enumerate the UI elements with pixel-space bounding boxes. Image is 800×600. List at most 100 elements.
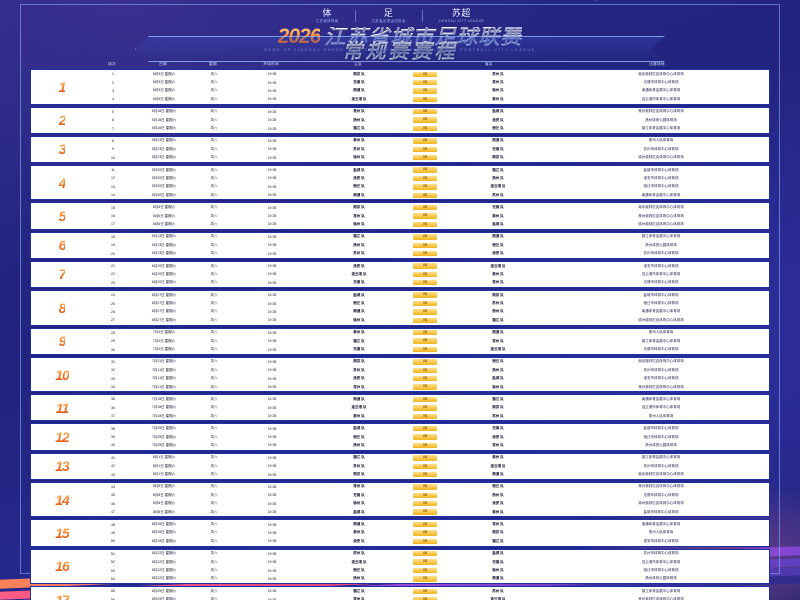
table-row[interactable]: 42 8月1日 星期六 周六 19:35 苏州 队 VS 连云港 队 苏州市体育中心体育场 (93, 462, 769, 470)
table-row[interactable]: 8 5月23日 星期六 周六 19:35 泰州 队 VS 南通 队 泰州人民体育场 (93, 137, 769, 145)
away-team: 泰州 队 (492, 271, 504, 276)
table-row[interactable]: 10 5月23日 星期六 周六 19:35 徐州 队 VS 南京 队 徐州奥林匹克体育中心体育… (93, 154, 769, 162)
table-row[interactable]: 14 5月30日 星期六 周六 19:35 南通 队 VS 苏州 队 南通体育会展中心体育场 (93, 191, 769, 199)
table-row[interactable]: 37 7月18日 星期六 周六 19:35 泰州 队 VS 苏州 队 泰州人民体育场 (93, 412, 769, 420)
table-row[interactable]: 11 5月30日 星期六 周六 19:35 盐城 队 VS 镇江 队 盐城市体育中心体育场 (93, 166, 769, 174)
table-row[interactable]: 32 7月11日 星期六 周六 19:35 苏州 队 VS 扬州 队 苏州市体育中心体育场 (93, 366, 769, 374)
table-row[interactable]: 20 6月13日 星期六 周六 19:35 苏州 队 VS 淮安 队 苏州市体育中心体育场 (93, 249, 769, 257)
match-no: 25 (111, 301, 115, 306)
match-weekday: 周六 (210, 359, 218, 364)
table-row[interactable]: 6 5月16日 星期六 周六 19:35 扬州 队 VS 淮安 队 扬州体育公园体育场 (93, 116, 769, 124)
table-row[interactable]: 23 6月20日 星期六 周六 19:35 无锡 队 VS 常州 队 无锡市体育中心体育场 (93, 279, 769, 287)
match-venue: 盐城市体育中心体育场 (643, 292, 679, 297)
home-team: 盐城 队 (353, 509, 365, 514)
vs-label: VS (413, 250, 437, 257)
vs-badge: VS (411, 434, 439, 440)
table-row[interactable]: 17 6月6日 星期六 周六 19:35 徐州 队 VS 盐城 队 徐州奥林匹克体育中心体育场 (93, 220, 769, 228)
match-date: 6月20日 星期六 (151, 263, 177, 268)
table-row[interactable]: 2 5月9日 星期六 周六 19:35 无锡 队 VS 常州 队 无锡市体育中心体育场 (93, 78, 769, 86)
table-row[interactable]: 49 8月15日 星期六 周六 19:35 泰州 队 VS 南京 队 泰州人民体育场 (93, 529, 769, 537)
match-time: 19:35 (267, 264, 277, 268)
table-row[interactable]: 27 6月27日 星期六 周六 19:35 徐州 队 VS 镇江 队 徐州奥林匹克体育中心体育… (93, 316, 769, 324)
home-team: 淮安 队 (353, 376, 365, 381)
table-row[interactable]: 45 8月8日 星期六 周六 19:35 无锡 队 VS 扬州 队 无锡市体育中心体育场 (93, 491, 769, 499)
match-no: 29 (111, 339, 115, 344)
table-row[interactable]: 22 6月20日 星期六 周六 19:35 连云港 队 VS 泰州 队 连云港市体育中心体育场 (93, 270, 769, 278)
match-weekday: 周六 (210, 138, 218, 143)
table-row[interactable]: 5 5月16日 星期六 周六 19:35 常州 队 VS 盐城 队 常州奥林匹克体育中心体育场 (93, 108, 769, 116)
table-row[interactable]: 56 8月29日 星期六 周六 19:35 常州 队 VS 连云港 队 常州奥林匹克体育中心体… (93, 595, 769, 600)
match-time: 19:35 (267, 551, 277, 556)
table-row[interactable]: 43 8月1日 星期六 周六 19:35 南京 队 VS 南通 队 南京奥林匹克体育中心体育场 (93, 470, 769, 478)
home-team: 南京 队 (353, 205, 365, 210)
match-no: 14 (111, 193, 115, 198)
table-row[interactable]: 19 6月13日 星期六 周六 19:35 扬州 队 VS 宿迁 队 扬州体育公园体育场 (93, 241, 769, 249)
organizer-logos: 体 江苏省体育局 足 江苏省足球运动协会 苏超 JIANGSU CITY LEA… (0, 9, 800, 24)
organizer-logo: 苏超 JIANGSU CITY LEAGUE (439, 9, 485, 24)
table-row[interactable]: 35 7月18日 星期六 周六 19:35 南通 队 VS 镇江 队 南通体育会展中心体育场 (93, 395, 769, 403)
table-row[interactable]: 9 5月23日 星期六 周六 19:35 苏州 队 VS 无锡 队 苏州市体育中心体育场 (93, 145, 769, 153)
table-row[interactable]: 33 7月11日 星期六 周六 19:35 淮安 队 VS 盐城 队 淮安市体育中心体育场 (93, 375, 769, 383)
table-row[interactable]: 26 6月27日 星期六 周六 19:35 南通 队 VS 扬州 队 南通体育会展中心体育场 (93, 308, 769, 316)
table-row[interactable]: 41 8月1日 星期六 周六 19:35 镇江 队 VS 泰州 队 镇江体育会展中心体育场 (93, 454, 769, 462)
table-row[interactable]: 31 7月11日 星期六 周六 19:35 南京 队 VS 宿迁 队 南京奥林匹克体育中心体育… (93, 358, 769, 366)
match-time: 19:35 (267, 347, 277, 352)
table-row[interactable]: 54 8月22日 星期六 周六 19:35 扬州 队 VS 南通 队 扬州体育公园体育场 (93, 575, 769, 583)
match-no: 22 (111, 272, 115, 277)
table-row[interactable]: 40 7月25日 星期六 周六 19:35 扬州 队 VS 常州 队 扬州体育公园体育场 (93, 441, 769, 449)
round-number: 15 (55, 524, 70, 541)
table-row[interactable]: 44 8月8日 星期六 周六 19:35 常州 队 VS 宿迁 队 常州奥林匹克体育中心体育场 (93, 483, 769, 491)
match-no: 44 (111, 484, 115, 489)
table-row[interactable]: 36 7月18日 星期六 周六 19:35 连云港 队 VS 南京 队 连云港市体育中心体育场 (93, 404, 769, 412)
vs-label: VS (413, 492, 437, 499)
table-row[interactable]: 3 5月9日 星期六 周六 19:35 南通 队 VS 徐州 队 南通体育会展中心体育场 (93, 87, 769, 95)
round-number-cell: 3 (31, 137, 93, 162)
table-row[interactable]: 15 6月6日 星期六 周六 19:35 南京 队 VS 无锡 队 南京奥林匹克体育中心体育场 (93, 203, 769, 211)
table-row[interactable]: 30 7月4日 星期六 周六 19:35 无锡 队 VS 连云港 队 无锡市体育中心体育场 (93, 345, 769, 353)
round-number: 17 (55, 592, 70, 600)
match-venue: 扬州体育公园体育场 (645, 442, 677, 447)
table-row[interactable]: 48 8月15日 星期六 周六 19:35 南通 队 VS 常州 队 南通体育会展中心体育场 (93, 520, 769, 528)
table-row[interactable]: 28 7月4日 星期六 周六 19:35 泰州 队 VS 南通 队 泰州人民体育场 (93, 329, 769, 337)
table-row[interactable]: 18 6月13日 星期六 周六 19:35 镇江 队 VS 南通 队 镇江体育会展中心体育场 (93, 233, 769, 241)
table-row[interactable]: 38 7月25日 星期六 周六 19:35 盐城 队 VS 无锡 队 盐城市体育中心体育场 (93, 424, 769, 432)
table-row[interactable]: 1 5月9日 星期六 周六 19:35 南京 队 VS 苏州 队 南京奥林匹克体育中心体育场 (93, 70, 769, 78)
match-weekday: 周六 (210, 317, 218, 322)
table-row[interactable]: 46 8月8日 星期六 周六 19:35 徐州 队 VS 淮安 队 徐州奥林匹克体育中心体育场 (93, 500, 769, 508)
match-weekday: 周六 (210, 205, 218, 210)
table-row[interactable]: 55 8月29日 星期六 周六 19:35 镇江 队 VS 苏州 队 镇江体育会展中心体育场 (93, 587, 769, 595)
table-row[interactable]: 25 6月27日 星期六 周六 19:35 宿迁 队 VS 苏州 队 宿迁市体育中心体育场 (93, 299, 769, 307)
table-row[interactable]: 12 5月30日 星期六 周六 19:35 淮安 队 VS 扬州 队 淮安市体育中心体育场 (93, 174, 769, 182)
table-row[interactable]: 53 8月22日 星期六 周六 19:35 宿迁 队 VS 徐州 队 宿迁市体育中心体育场 (93, 566, 769, 574)
table-row[interactable]: 29 7月4日 星期六 周六 19:35 镇江 队 VS 常州 队 镇江体育会展中心体育场 (93, 337, 769, 345)
match-weekday: 周六 (210, 413, 218, 418)
away-team: 南京 队 (492, 405, 504, 410)
match-venue: 无锡市体育中心体育场 (643, 492, 679, 497)
table-row[interactable]: 4 5月9日 星期六 周六 19:35 连云港 队 VS 泰州 队 连云港市体育中心体育场 (93, 95, 769, 103)
match-date: 7月4日 星期六 (152, 347, 176, 352)
subtitle-banner: 常规赛赛程 (135, 36, 665, 63)
table-row[interactable]: 51 8月22日 星期六 周六 19:35 苏州 队 VS 盐城 队 苏州市体育中心体育场 (93, 550, 769, 558)
round-number-cell: 2 (31, 108, 93, 133)
away-team: 苏州 队 (492, 301, 504, 306)
vs-label: VS (413, 192, 437, 198)
away-team: 泰州 队 (492, 213, 504, 218)
table-row[interactable]: 39 7月25日 星期六 周六 19:35 宿迁 队 VS 淮安 队 宿迁市体育中心体育场 (93, 433, 769, 441)
table-row[interactable]: 34 7月11日 星期六 周六 19:35 常州 队 VS 徐州 队 常州奥林匹克体育中心体育… (93, 383, 769, 391)
home-team: 宿迁 队 (353, 568, 365, 572)
table-row[interactable]: 47 8月8日 星期六 周六 19:35 盐城 队 VS 泰州 队 盐城市体育中心体育场 (93, 508, 769, 516)
table-row[interactable]: 13 5月30日 星期六 周六 19:35 宿迁 队 VS 连云港 队 宿迁市体育中心体育场 (93, 183, 769, 191)
home-team: 南京 队 (353, 359, 365, 364)
table-row[interactable]: 50 8月15日 星期六 周六 19:35 淮安 队 VS 镇江 队 淮安市体育中心体育场 (93, 537, 769, 545)
round-number-cell: 17 (31, 587, 93, 600)
table-row[interactable]: 24 6月27日 星期六 周六 19:35 盐城 队 VS 南京 队 盐城市体育中心体育场 (93, 291, 769, 299)
match-no: 53 (111, 568, 115, 573)
table-row[interactable]: 21 6月20日 星期六 周六 19:35 淮安 队 VS 连云港 队 淮安市体育中心体育场 (93, 262, 769, 270)
match-venue: 泰州人民体育场 (648, 530, 674, 535)
match-time: 19:35 (267, 222, 277, 227)
away-team: 苏州 队 (492, 192, 504, 197)
match-weekday: 周六 (210, 396, 218, 401)
table-row[interactable]: 52 8月22日 星期六 周六 19:35 连云港 队 VS 无锡 队 连云港市体育中心体育场 (93, 558, 769, 566)
table-row[interactable]: 7 5月16日 星期六 周六 19:35 镇江 队 VS 宿迁 队 镇江体育会展中心体育场 (93, 124, 769, 132)
table-row[interactable]: 16 6月6日 星期六 周六 19:35 常州 队 VS 泰州 队 常州奥林匹克体育中心体育场 (93, 212, 769, 220)
